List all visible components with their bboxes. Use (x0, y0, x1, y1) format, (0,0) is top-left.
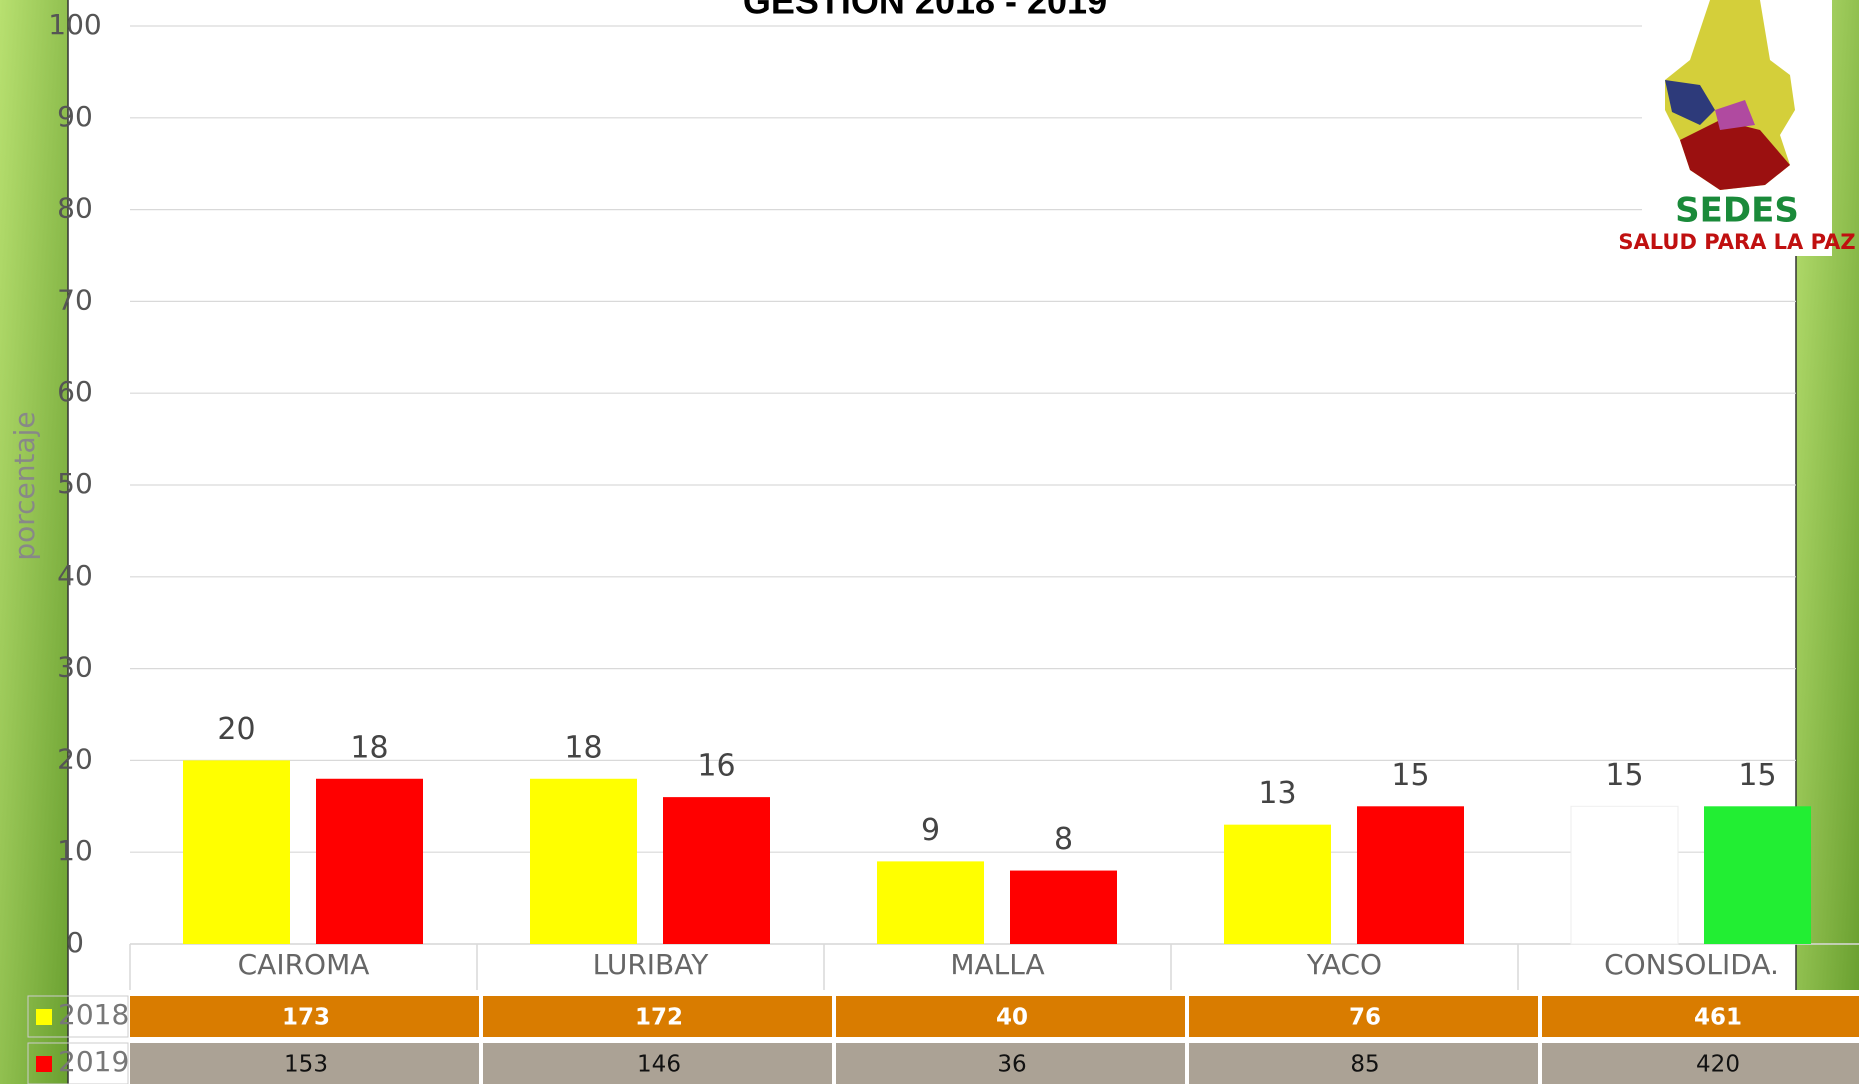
table-cell (1542, 1043, 1859, 1084)
legend-swatch (36, 1056, 52, 1072)
table-value: 461 (1694, 1005, 1742, 1031)
y-tick-label: 10 (57, 834, 93, 867)
data-label: 13 (1258, 776, 1296, 811)
table-cell (1189, 1043, 1538, 1084)
table-cell (1542, 996, 1859, 1037)
table-cell (130, 1043, 479, 1084)
data-label: 15 (1738, 758, 1776, 793)
table-value: 40 (996, 1005, 1028, 1031)
table-value: 76 (1349, 1005, 1381, 1031)
data-label: 15 (1605, 758, 1643, 793)
logo-map (1715, 100, 1755, 130)
bar (316, 778, 423, 944)
y-tick-label: 80 (57, 192, 93, 225)
chart-title: GESTION 2018 - 2019 (743, 0, 1107, 22)
bar (1010, 870, 1117, 944)
x-tick-label: YACO (1306, 948, 1382, 981)
logo: SEDES SALUD PARA LA PAZ (1618, 0, 1856, 256)
logo-map (1665, 80, 1715, 125)
data-label: 8 (1054, 822, 1073, 857)
table-value: 146 (637, 1052, 681, 1078)
table-cell (836, 996, 1185, 1037)
data-label: 18 (564, 730, 602, 765)
bar (183, 760, 290, 944)
data-label: 18 (350, 730, 388, 765)
data-label: 15 (1391, 758, 1429, 793)
table-value: 85 (1350, 1052, 1379, 1078)
y-tick-label: 50 (57, 467, 93, 500)
bar (1357, 806, 1464, 944)
table-value: 420 (1696, 1052, 1740, 1078)
logo-map (1680, 120, 1790, 190)
x-tick-label: MALLA (950, 948, 1044, 981)
data-label: 16 (697, 749, 735, 784)
table-value: 36 (997, 1052, 1026, 1078)
data-label: 9 (921, 813, 940, 848)
table-cell (483, 1043, 832, 1084)
x-tick-label: CAIROMA (238, 948, 370, 981)
left-strip (0, 0, 68, 1084)
y-tick-label: 100 (48, 8, 101, 41)
legend-cell (27, 1042, 129, 1084)
table-value: 153 (284, 1052, 328, 1078)
legend-label: 2019 (58, 1045, 129, 1078)
bar (663, 797, 770, 944)
table-cell (483, 996, 832, 1037)
y-tick-label: 60 (57, 375, 93, 408)
logo-tagline: SALUD PARA LA PAZ (1618, 230, 1855, 254)
table-cell (836, 1043, 1185, 1084)
data-label: 20 (217, 712, 255, 747)
y-tick-label: 20 (57, 742, 93, 775)
table-value: 173 (282, 1005, 330, 1031)
legend-cell (27, 995, 129, 1038)
x-tick-label: CONSOLIDA. (1604, 948, 1779, 981)
bar (1704, 806, 1811, 944)
bar (530, 778, 637, 944)
legend-swatch (36, 1009, 52, 1025)
y-tick-label: 70 (57, 283, 93, 316)
x-tick-label: LURIBAY (593, 948, 710, 981)
legend-label: 2018 (58, 998, 129, 1031)
table-cell (130, 996, 479, 1037)
y-tick-label: 90 (57, 100, 93, 133)
table-cell (1189, 996, 1538, 1037)
bar (1224, 824, 1331, 944)
bar (1570, 805, 1679, 945)
y-tick-label: 0 (66, 926, 84, 959)
bar (877, 861, 984, 944)
y-axis-label: porcentaje (8, 411, 41, 560)
table-value: 172 (635, 1005, 683, 1031)
y-tick-label: 40 (57, 559, 93, 592)
logo-name: SEDES (1675, 191, 1799, 231)
y-tick-label: 30 (57, 651, 93, 684)
